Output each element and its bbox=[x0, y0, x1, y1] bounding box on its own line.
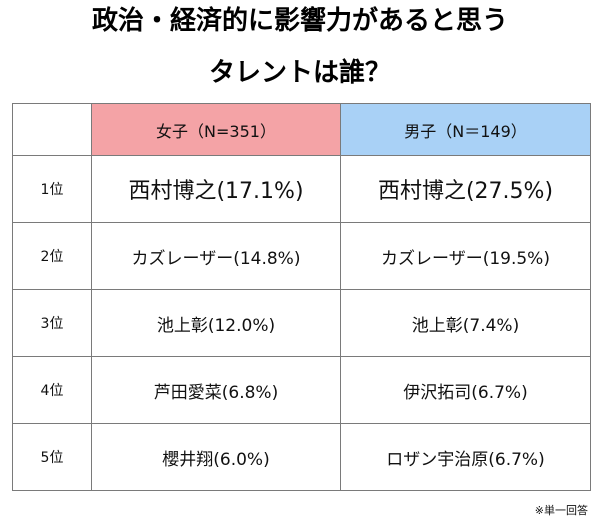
table-row: 1位 西村博之(17.1%) 西村博之(27.5%) bbox=[12, 155, 591, 223]
rank-label: 2位 bbox=[12, 222, 92, 290]
male-value-cell: ロザン宇治原(6.7%) bbox=[340, 423, 591, 491]
male-value-cell: 西村博之(27.5%) bbox=[340, 155, 591, 223]
ranking-table: 女子（N=351） 男子（N＝149） 1位 西村博之(17.1%) 西村博之(… bbox=[12, 103, 591, 491]
female-value-cell: 西村博之(17.1%) bbox=[91, 155, 341, 223]
rank-label: 4位 bbox=[12, 356, 92, 424]
table-row: 2位 カズレーザー(14.8%) カズレーザー(19.5%) bbox=[12, 222, 591, 290]
rank-label: 5位 bbox=[12, 423, 92, 491]
chart-title-line2: タレントは誰？ bbox=[208, 58, 391, 88]
header-row: 女子（N=351） 男子（N＝149） bbox=[12, 103, 591, 156]
table-row: 5位 櫻井翔(6.0%) ロザン宇治原(6.7%) bbox=[12, 423, 591, 491]
rank-label: 3位 bbox=[12, 289, 92, 357]
chart-title-line1: 政治・経済的に影響力があると思う bbox=[91, 6, 508, 36]
header-blank-cell bbox=[12, 103, 92, 156]
header-female: 女子（N=351） bbox=[91, 103, 341, 156]
male-value-cell: カズレーザー(19.5%) bbox=[340, 222, 591, 290]
rank-label: 1位 bbox=[12, 155, 92, 223]
table-row: 4位 芦田愛菜(6.8%) 伊沢拓司(6.7%) bbox=[12, 356, 591, 424]
header-male: 男子（N＝149） bbox=[340, 103, 591, 156]
footnote: ※単一回答 bbox=[534, 504, 588, 517]
female-value-cell: 芦田愛菜(6.8%) bbox=[91, 356, 341, 424]
male-value-cell: 池上彰(7.4%) bbox=[340, 289, 591, 357]
table-row: 3位 池上彰(12.0%) 池上彰(7.4%) bbox=[12, 289, 591, 357]
female-value-cell: 池上彰(12.0%) bbox=[91, 289, 341, 357]
female-value-cell: 櫻井翔(6.0%) bbox=[91, 423, 341, 491]
female-value-cell: カズレーザー(14.8%) bbox=[91, 222, 341, 290]
male-value-cell: 伊沢拓司(6.7%) bbox=[340, 356, 591, 424]
